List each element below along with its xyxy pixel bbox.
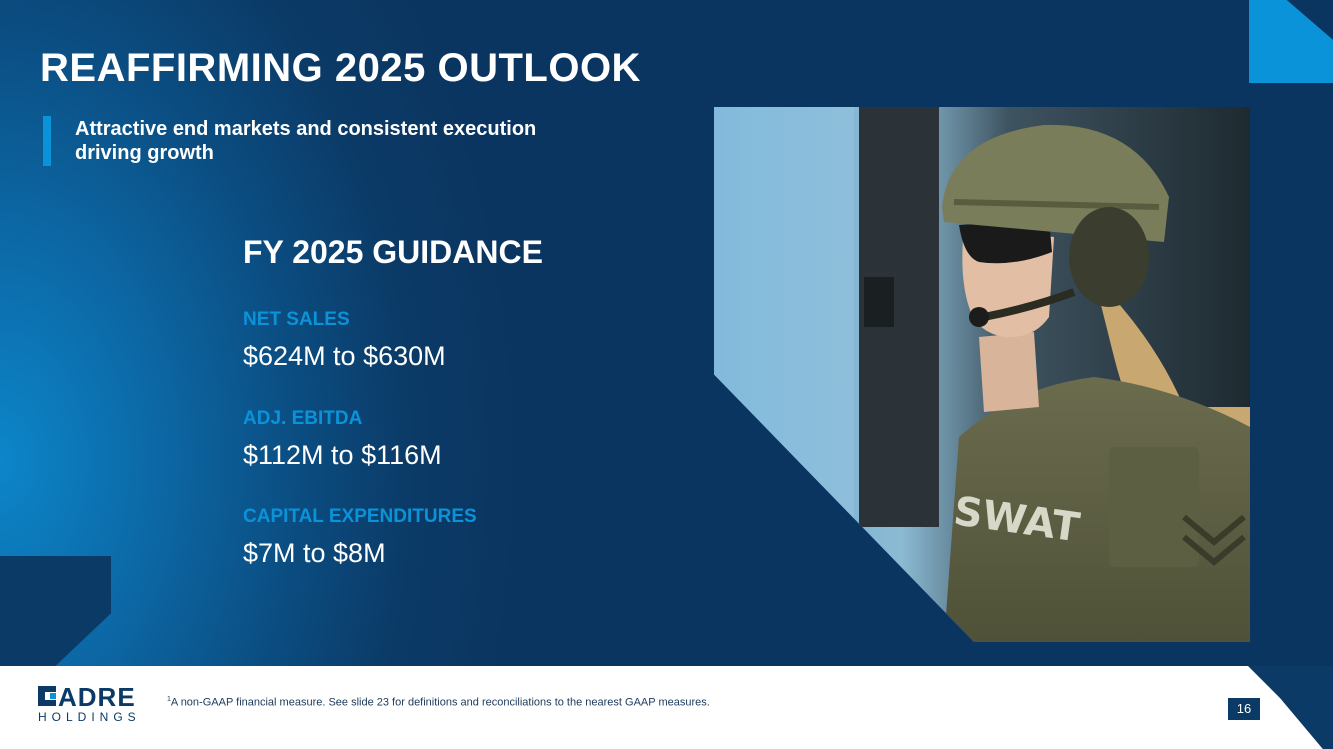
soldier-photo: SWAT <box>714 107 1250 642</box>
metric-value-net-sales: $624M to $630M <box>243 341 446 371</box>
metric-value-adj-ebitda: $112M to $116M <box>243 440 442 470</box>
slide-background: REAFFIRMING 2025 OUTLOOK Attractive end … <box>0 0 1333 666</box>
logo-wordmark: ADRE <box>58 682 136 712</box>
metric-value-capex: $7M to $8M <box>243 538 386 568</box>
metric-label-capex: CAPITAL EXPENDITURES <box>243 506 477 527</box>
metric-label-net-sales: NET SALES <box>243 309 350 330</box>
footer-bar <box>0 666 1333 749</box>
corner-dark-shape <box>0 556 111 666</box>
slide-subtitle: Attractive end markets and consistent ex… <box>75 118 537 164</box>
footnote-text: A non-GAAP financial measure. See slide … <box>170 696 710 709</box>
footnote-marker: 1 <box>167 696 171 703</box>
cadre-logo-icon <box>38 686 56 706</box>
footnote: 1A non-GAAP financial measure. See slide… <box>167 696 710 709</box>
page-number: 16 <box>1228 698 1260 720</box>
guidance-heading: FY 2025 GUIDANCE <box>243 234 543 270</box>
metric-label-adj-ebitda: ADJ. EBITDA <box>243 408 363 429</box>
subtitle-accent-bar <box>43 116 51 166</box>
slide-title: REAFFIRMING 2025 OUTLOOK <box>40 46 641 90</box>
logo-subtitle: HOLDINGS <box>38 710 141 724</box>
corner-accent-shape <box>1249 0 1333 83</box>
